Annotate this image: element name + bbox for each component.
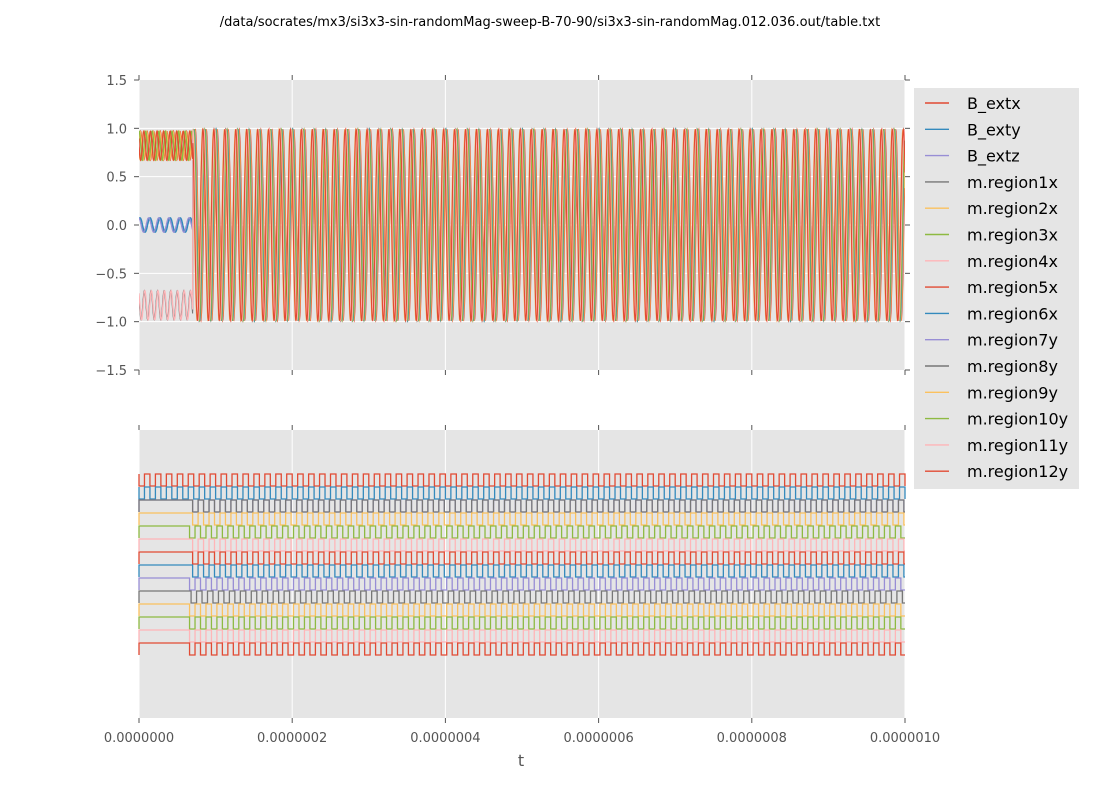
trace-m.region4x: [138, 538, 905, 552]
bottom-axes-ticks: 0.0000000 0.0000002 0.0000004 0.0000006 0.00…: [104, 425, 940, 746]
legend-item: m.region4x: [925, 252, 1058, 271]
legend: B_extx B_exty B_extz m.region1x m.region2x m.…: [914, 88, 1079, 489]
legend-item: m.region12y: [925, 462, 1068, 481]
series-line-m.region12y: [139, 127, 905, 323]
legend-item: m.region3x: [925, 226, 1058, 245]
trace-m.region7y: [138, 577, 905, 591]
legend-label: m.region10y: [967, 410, 1068, 429]
legend-label: m.region2x: [967, 199, 1058, 218]
x-tick-label: 0.0000010: [870, 731, 940, 746]
y-tick-label: 0.5: [106, 171, 127, 186]
legend-label: m.region11y: [967, 436, 1068, 455]
x-tick-label: 0.0000006: [563, 731, 633, 746]
legend-item: B_exty: [925, 120, 1021, 140]
legend-item: B_extx: [925, 94, 1021, 114]
legend-item: m.region10y: [925, 410, 1068, 429]
trace-B_extx: [138, 473, 906, 487]
legend-label: m.region1x: [967, 173, 1058, 192]
trace-m.region1x: [138, 499, 905, 513]
legend-label: B_exty: [967, 120, 1021, 140]
trace-m.region3x: [138, 525, 905, 539]
x-tick-label: 0.0000002: [257, 731, 327, 746]
trace-m.region2x: [138, 512, 905, 526]
x-tick-label: 0.0000004: [410, 731, 480, 746]
legend-label: m.region5x: [967, 278, 1058, 297]
legend-label: m.region12y: [967, 462, 1068, 481]
trace-m.region6x: [138, 564, 905, 578]
trace-m.region8y: [138, 590, 905, 604]
y-tick-label: 1.0: [106, 122, 127, 137]
legend-label: m.region3x: [967, 226, 1058, 245]
trace-m.region5x: [138, 551, 905, 565]
y-tick-label: 0.0: [106, 219, 127, 234]
bottom-axes-background: [139, 430, 905, 718]
y-tick-label: −1.0: [95, 316, 127, 331]
bottom-axes-plot-area: [138, 473, 906, 656]
x-tick-label: 0.0000000: [104, 731, 174, 746]
trace-m.region12y: [138, 642, 905, 656]
legend-items: B_extx B_exty B_extz m.region1x m.region2x m.…: [925, 94, 1068, 481]
bottom-axes: 0.0000000 0.0000002 0.0000004 0.0000006 0.00…: [104, 425, 940, 746]
legend-label: m.region9y: [967, 383, 1058, 402]
x-axis-label: t: [518, 751, 524, 770]
trace-m.region11y: [138, 629, 905, 643]
legend-item: m.region1x: [925, 173, 1058, 192]
series-line-m.region10y: [139, 127, 905, 323]
legend-label: m.region4x: [967, 252, 1058, 271]
top-axes-ticks: 1.5 1.0 0.5 0.0 −0.5 −1.0 −1.5: [95, 74, 910, 379]
legend-item: m.region11y: [925, 436, 1068, 455]
trace-m.region10y: [138, 616, 905, 630]
y-tick-label: −0.5: [95, 267, 127, 282]
top-axes-plot-area: [139, 127, 905, 323]
legend-item: m.region5x: [925, 278, 1058, 297]
legend-label: B_extx: [967, 94, 1021, 114]
y-tick-label: 1.5: [106, 74, 127, 89]
legend-label: m.region8y: [967, 357, 1058, 376]
legend-item: m.region7y: [925, 331, 1058, 350]
legend-item: m.region8y: [925, 357, 1058, 376]
top-axes: 1.5 1.0 0.5 0.0 −0.5 −1.0 −1.5: [95, 74, 910, 379]
x-tick-label: 0.0000008: [717, 731, 787, 746]
legend-item: m.region2x: [925, 199, 1058, 218]
chart-title: /data/socrates/mx3/si3x3-sin-randomMag-s…: [220, 15, 880, 30]
legend-label: m.region7y: [967, 331, 1058, 350]
legend-item: m.region6x: [925, 304, 1058, 323]
trace-m.region9y: [138, 603, 905, 617]
legend-item: m.region9y: [925, 383, 1058, 402]
trace-B_exty: [138, 486, 906, 500]
legend-label: m.region6x: [967, 304, 1058, 323]
series-line-m.region11y: [139, 127, 905, 323]
legend-item: B_extz: [925, 147, 1020, 167]
y-tick-label: −1.5: [95, 364, 127, 379]
legend-label: B_extz: [967, 147, 1020, 167]
legend-background: [914, 88, 1079, 489]
